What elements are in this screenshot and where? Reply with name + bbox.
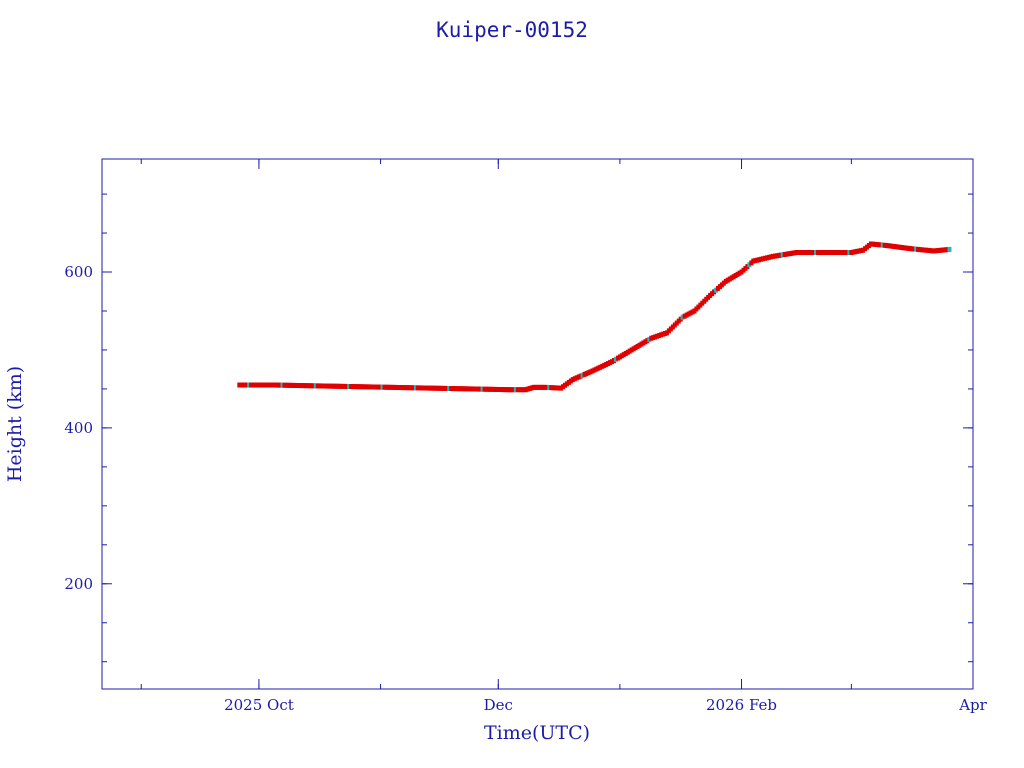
data-point <box>947 246 952 252</box>
x-axis-label: Time(UTC) <box>484 722 590 744</box>
plot-frame <box>101 158 974 690</box>
minor-ticks <box>102 159 974 689</box>
y-tick-label: 600 <box>64 263 93 281</box>
x-tick-label: 2025 Oct <box>224 696 294 714</box>
y-tick-label: 400 <box>64 419 93 437</box>
chart-title: Kuiper-00152 <box>436 18 588 42</box>
x-tick-label: 2026 Feb <box>706 696 777 714</box>
series-layer <box>237 241 952 393</box>
y-axis-ticks: 200 400 600 <box>64 263 973 593</box>
x-tick-label: Apr <box>958 696 987 714</box>
x-axis-ticks: 2025 Oct Dec 2026 Feb Apr <box>224 159 988 714</box>
y-axis-label: Height (km) <box>4 366 26 482</box>
x-tick-label: Dec <box>484 696 513 714</box>
y-tick-label: 200 <box>64 575 93 593</box>
